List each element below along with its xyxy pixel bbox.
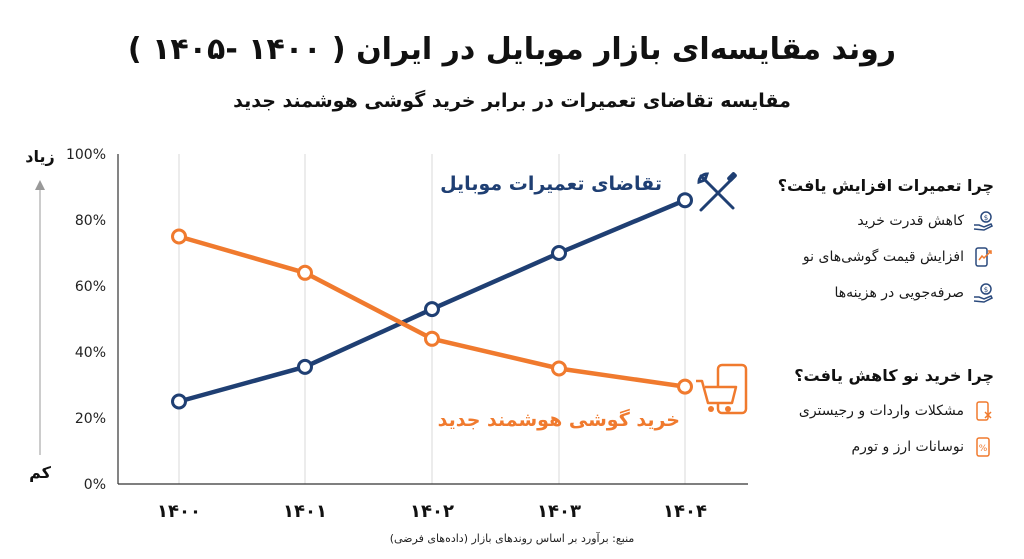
- cart-shape: [696, 379, 738, 405]
- data-point: [677, 192, 693, 209]
- hand-coin-icon: $: [972, 282, 994, 304]
- data-point: [677, 378, 693, 395]
- y-tick-label: 80%: [75, 213, 106, 229]
- buy-reasons-heading: چرا خرید نو کاهش یافت؟: [794, 366, 994, 385]
- page-subtitle: مقایسه تقاضای تعمیرات در برابر خرید گوشی…: [233, 90, 791, 112]
- repair-reason-item: $ صرفه‌جویی در هزینه‌ها: [744, 281, 994, 305]
- x-tick-label: ۱۴۰۰: [157, 501, 201, 522]
- svg-text:$: $: [984, 286, 988, 294]
- y-low-label: کم: [29, 463, 52, 482]
- phone-block-icon: [972, 400, 994, 422]
- x-tick-label: ۱۴۰۳: [537, 501, 581, 522]
- tools-icon: [697, 172, 737, 212]
- y-tick-label: 0%: [84, 477, 106, 493]
- repair-reason-label: افزایش قیمت گوشی‌های نو: [802, 249, 964, 265]
- data-point: [171, 228, 187, 245]
- y-tick-label: 40%: [75, 345, 106, 361]
- series-label-buy: خرید گوشی هوشمند جدید: [438, 408, 680, 431]
- buy-reason-label: نوسانات ارز و تورم: [851, 439, 964, 455]
- series-label-repair: تقاضای تعمیرات موبایل: [440, 173, 662, 195]
- phone-trend-up-icon: [972, 246, 994, 268]
- data-point: [551, 245, 567, 261]
- svg-text:%: %: [979, 444, 988, 454]
- buy-reasons-panel: چرا خرید نو کاهش یافت؟ مشکلات واردات و ر…: [744, 366, 994, 471]
- hand-coin-icon: $: [972, 210, 994, 232]
- buy-reason-label: مشکلات واردات و رجیستری: [798, 403, 964, 419]
- y-tick-label: 60%: [75, 279, 106, 295]
- data-point: [551, 360, 567, 377]
- data-point: [297, 264, 313, 281]
- cart-phone-icon: [696, 363, 748, 415]
- page-title: روند مقایسه‌ای بازار موبایل در ایران ( ۱…: [127, 32, 897, 67]
- cart-wheel: [725, 406, 731, 412]
- repair-reason-item: $ کاهش قدرت خرید: [744, 209, 994, 233]
- repair-reason-label: کاهش قدرت خرید: [857, 213, 964, 229]
- svg-text:$: $: [984, 214, 988, 222]
- x-tick-label: ۱۴۰۲: [410, 501, 454, 522]
- x-tick-label: ۱۴۰۱: [283, 501, 327, 522]
- repair-reason-item: افزایش قیمت گوشی‌های نو: [744, 245, 994, 269]
- data-point: [171, 393, 187, 410]
- cart-wheel: [708, 406, 714, 412]
- percent-phone-icon: %: [972, 436, 994, 458]
- data-point: [424, 301, 440, 318]
- repair-reasons-panel: چرا تعمیرات افزایش یافت؟ $ کاهش قدرت خری…: [744, 176, 994, 317]
- repair-reasons-heading: چرا تعمیرات افزایش یافت؟: [777, 176, 994, 195]
- x-tick-label: ۱۴۰۴: [663, 501, 707, 522]
- screwdriver-handle: [727, 172, 737, 182]
- y-high-label: زیاد: [25, 147, 54, 166]
- buy-reason-item: مشکلات واردات و رجیستری: [744, 399, 994, 423]
- data-point: [297, 358, 313, 375]
- arrow-head-icon: [35, 180, 45, 190]
- source-note: منبع: برآورد بر اساس روندهای بازار (داده…: [389, 532, 635, 545]
- y-tick-label: 20%: [75, 411, 106, 427]
- data-point: [424, 330, 440, 347]
- y-tick-label: 100%: [66, 147, 106, 163]
- buy-reason-item: % نوسانات ارز و تورم: [744, 435, 994, 459]
- repair-reason-label: صرفه‌جویی در هزینه‌ها: [834, 285, 964, 301]
